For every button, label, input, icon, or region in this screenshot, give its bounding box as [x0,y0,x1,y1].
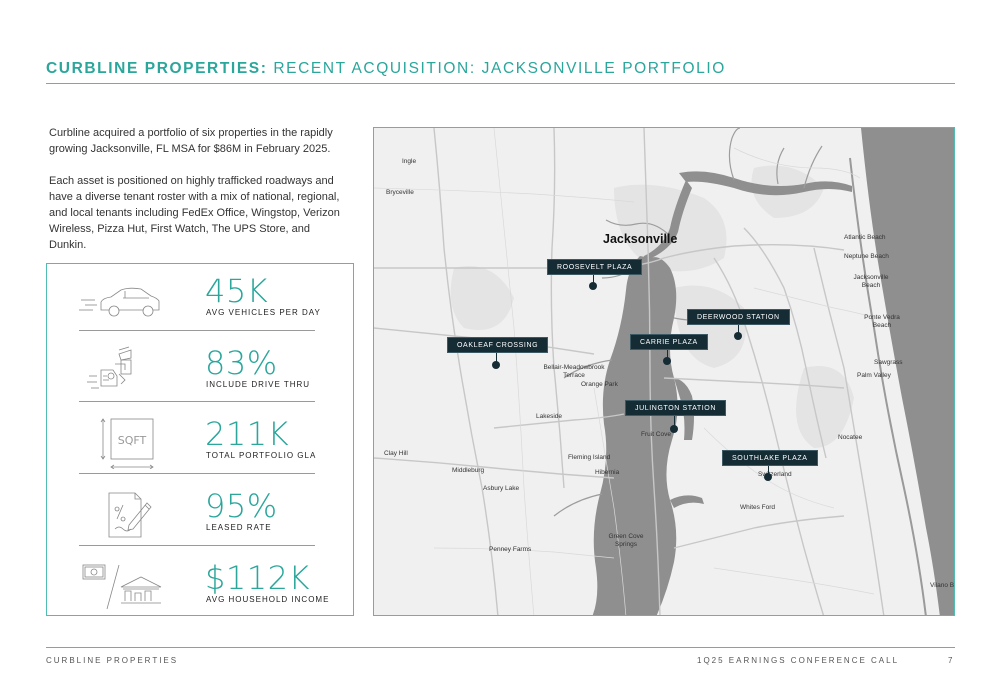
jacksonville-map[interactable]: Ingle Bryceville Atlantic Beach Neptune … [373,127,955,616]
stat-value: $112K [205,559,310,597]
pin-dot[interactable] [764,473,772,481]
pin-dot[interactable] [492,361,500,369]
place-label: Vilano B [930,582,955,589]
pin-stem [667,350,668,358]
place-label: Asbury Lake [483,485,520,492]
place-label: Lakeside [536,413,563,420]
car-icon [79,287,160,317]
income-house-icon [82,564,162,610]
pin-stem [768,466,769,474]
intro-text: Curbline acquired a portfolio of six pro… [49,125,349,269]
pin-stem [496,353,497,362]
stat-label: AVG VEHICLES PER DAY [206,308,321,317]
place-label: Clay Hill [384,450,408,457]
stat-value: 45K [205,272,269,310]
place-label: Orange Park [581,381,618,388]
svg-text:SQFT: SQFT [118,434,147,447]
property-southlake-plaza[interactable]: SOUTHLAKE PLAZA [722,450,818,466]
title-divider [46,83,955,84]
city-label: Jacksonville [603,232,678,246]
intro-paragraph-1: Curbline acquired a portfolio of six pro… [49,127,333,155]
place-label: Bellair-Meadowbrook Terrace [543,364,605,379]
stat-value: 211K [205,415,290,453]
intro-paragraph-2: Each asset is positioned on highly traff… [49,175,340,251]
place-label: Neptune Beach [844,253,889,260]
stat-label: AVG HOUSEHOLD INCOME [206,595,330,604]
place-label: Green Cove Springs [608,533,644,548]
stat-value: 95% [205,487,278,525]
place-label: Sawgrass [874,359,903,366]
page-number: 7 [948,656,953,665]
stat-divider [79,473,315,474]
place-label: Palm Valley [857,372,891,379]
footer-company: CURBLINE PROPERTIES [46,656,179,665]
footer-divider [46,647,955,648]
property-deerwood-station[interactable]: DEERWOOD STATION [687,309,790,325]
place-label: Ponte Vedra Beach [864,314,900,329]
place-label: Switzerland [758,471,792,478]
place-label: Nocatee [838,434,863,441]
stat-gla: SQFT 211K TOTAL PORTFOLIO GLA [79,407,315,479]
stat-label: LEASED RATE [206,523,272,532]
pin-stem [674,416,675,426]
square-footage-icon: SQFT [100,418,154,469]
stat-divider [79,545,315,546]
pin-stem [738,325,739,333]
pin-dot[interactable] [663,357,671,365]
stat-drive-thru: 83% INCLUDE DRIVE THRU [79,336,315,408]
stat-income: $112K AVG HOUSEHOLD INCOME [79,551,328,623]
place-label: Middleburg [452,467,485,474]
stat-divider [79,330,315,331]
drive-thru-icon [87,346,132,389]
place-label: Whites Ford [740,504,776,511]
place-label: Fruit Cove [641,431,671,438]
footer-event: 1Q25 EARNINGS CONFERENCE CALL [697,656,900,665]
stat-divider [79,401,315,402]
place-label: Bryceville [386,189,414,196]
pin-dot[interactable] [589,282,597,290]
place-label: Jacksonville Beach [853,274,889,289]
property-carrie-plaza[interactable]: CARRIE PLAZA [630,334,708,350]
stat-value: 83% [205,344,278,382]
place-label: Atlantic Beach [844,234,886,241]
page-title: CURBLINE PROPERTIES: RECENT ACQUISITION:… [46,60,726,77]
place-label: Fleming Island [568,454,611,461]
stat-leased: 95% LEASED RATE [79,479,315,551]
place-label: Penney Farms [489,546,532,553]
stat-label: TOTAL PORTFOLIO GLA [206,451,317,460]
pin-dot[interactable] [670,425,678,433]
stat-label: INCLUDE DRIVE THRU [206,380,311,389]
stats-panel: 45K AVG VEHICLES PER DAY 83% INCLUDE DRI… [46,263,354,616]
pin-dot[interactable] [734,332,742,340]
place-label: Hibernia [595,469,620,476]
place-label: Ingle [402,158,417,165]
property-julington-station[interactable]: JULINGTON STATION [625,400,726,416]
property-roosevelt-plaza[interactable]: ROOSEVELT PLAZA [547,259,643,275]
stat-vehicles: 45K AVG VEHICLES PER DAY [79,264,320,336]
lease-document-icon [108,492,152,538]
pin-stem [593,275,594,284]
property-oakleaf-crossing[interactable]: OAKLEAF CROSSING [447,337,549,353]
